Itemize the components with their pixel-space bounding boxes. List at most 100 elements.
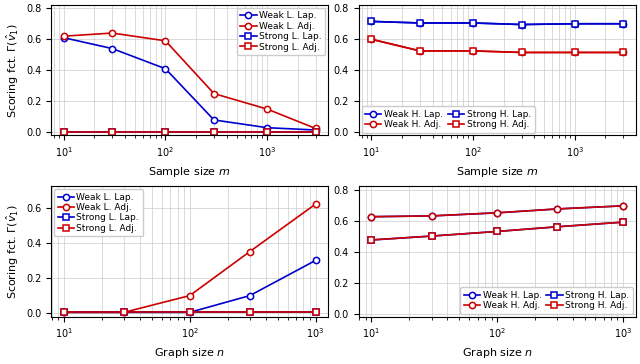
Legend: Weak H. Lap., Weak H. Adj., Strong H. Lap., Strong H. Adj.: Weak H. Lap., Weak H. Adj., Strong H. La…: [460, 288, 633, 314]
Weak H. Adj.: [416, 49, 424, 53]
Weak L. Adj.: [162, 39, 170, 43]
Strong H. Adj.: [620, 220, 627, 224]
Strong H. Adj.: [428, 234, 435, 238]
Strong L. Adj.: [162, 129, 170, 134]
Weak H. Lap.: [367, 214, 375, 219]
Weak L. Lap.: [312, 258, 319, 262]
Strong H. Adj.: [416, 49, 424, 53]
Weak L. Lap.: [312, 128, 319, 132]
Weak L. Lap.: [186, 310, 193, 314]
Line: Strong H. Lap.: Strong H. Lap.: [368, 219, 627, 243]
Line: Weak H. Adj.: Weak H. Adj.: [368, 36, 627, 56]
Strong L. Lap.: [312, 310, 319, 314]
X-axis label: Graph size $n$: Graph size $n$: [462, 346, 533, 360]
Line: Weak L. Lap.: Weak L. Lap.: [61, 257, 319, 316]
Weak L. Lap.: [120, 310, 128, 314]
Line: Weak L. Adj.: Weak L. Adj.: [61, 201, 319, 316]
Strong H. Lap.: [367, 19, 375, 24]
Strong H. Lap.: [518, 22, 525, 27]
Line: Strong L. Adj.: Strong L. Adj.: [61, 128, 319, 135]
Legend: Weak L. Lap., Weak L. Adj., Strong L. Lap., Strong L. Adj.: Weak L. Lap., Weak L. Adj., Strong L. La…: [54, 189, 143, 237]
Strong H. Lap.: [493, 229, 501, 234]
Weak L. Lap.: [210, 118, 218, 122]
Weak H. Lap.: [554, 207, 561, 211]
Weak L. Lap.: [162, 67, 170, 71]
Line: Weak H. Lap.: Weak H. Lap.: [368, 203, 627, 220]
Weak H. Adj.: [518, 50, 525, 55]
Weak H. Lap.: [469, 21, 477, 25]
Line: Strong L. Lap.: Strong L. Lap.: [61, 309, 319, 316]
Line: Weak L. Adj.: Weak L. Adj.: [61, 30, 319, 132]
Strong H. Adj.: [554, 225, 561, 229]
Weak H. Lap.: [493, 211, 501, 215]
Y-axis label: Scoring fct. $\Gamma(\hat{v}_1)$: Scoring fct. $\Gamma(\hat{v}_1)$: [4, 23, 20, 118]
Line: Weak H. Adj.: Weak H. Adj.: [368, 203, 627, 220]
Weak H. Adj.: [493, 211, 501, 215]
Strong H. Adj.: [493, 229, 501, 234]
Strong L. Adj.: [120, 310, 128, 314]
Weak H. Lap.: [518, 22, 525, 27]
Strong H. Lap.: [620, 220, 627, 224]
X-axis label: Sample size $m$: Sample size $m$: [456, 165, 538, 178]
Weak L. Adj.: [263, 107, 271, 111]
Weak H. Lap.: [571, 21, 579, 26]
Strong L. Lap.: [246, 310, 253, 314]
Strong H. Adj.: [367, 238, 375, 242]
Strong H. Lap.: [428, 234, 435, 238]
Weak L. Adj.: [312, 126, 319, 131]
Weak H. Adj.: [554, 207, 561, 211]
Weak H. Lap.: [416, 21, 424, 25]
Strong H. Lap.: [620, 21, 627, 26]
Strong L. Lap.: [120, 310, 128, 314]
Strong H. Lap.: [571, 21, 579, 26]
Weak L. Lap.: [246, 293, 253, 298]
Strong L. Lap.: [263, 129, 271, 134]
Strong L. Lap.: [210, 129, 218, 134]
Legend: Weak H. Lap., Weak H. Adj., Strong H. Lap., Strong H. Adj.: Weak H. Lap., Weak H. Adj., Strong H. La…: [362, 106, 534, 133]
Strong L. Lap.: [312, 129, 319, 134]
Weak H. Adj.: [620, 203, 627, 208]
Strong L. Lap.: [162, 129, 170, 134]
Strong L. Adj.: [246, 310, 253, 314]
Line: Strong H. Adj.: Strong H. Adj.: [368, 36, 627, 56]
Weak H. Lap.: [620, 203, 627, 208]
Weak L. Adj.: [246, 249, 253, 254]
Strong H. Lap.: [554, 225, 561, 229]
Weak H. Lap.: [428, 214, 435, 218]
Line: Weak L. Lap.: Weak L. Lap.: [61, 35, 319, 133]
Line: Strong L. Adj.: Strong L. Adj.: [61, 309, 319, 316]
Weak L. Lap.: [108, 46, 116, 51]
Strong L. Adj.: [186, 310, 193, 314]
Weak L. Adj.: [60, 34, 68, 38]
Weak H. Adj.: [367, 37, 375, 41]
Line: Strong H. Lap.: Strong H. Lap.: [368, 18, 627, 28]
Weak L. Adj.: [60, 310, 68, 314]
Strong H. Adj.: [620, 50, 627, 55]
Strong L. Adj.: [60, 129, 68, 134]
Weak L. Adj.: [186, 293, 193, 298]
Strong L. Adj.: [263, 129, 271, 134]
Weak H. Adj.: [428, 214, 435, 218]
Weak H. Adj.: [469, 49, 477, 53]
Strong L. Lap.: [186, 310, 193, 314]
Weak H. Adj.: [620, 50, 627, 55]
Strong L. Adj.: [108, 129, 116, 134]
Weak H. Adj.: [571, 50, 579, 55]
X-axis label: Sample size $m$: Sample size $m$: [148, 165, 231, 178]
Strong L. Lap.: [108, 129, 116, 134]
Legend: Weak L. Lap., Weak L. Adj., Strong L. Lap., Strong L. Adj.: Weak L. Lap., Weak L. Adj., Strong L. La…: [237, 8, 326, 55]
Strong H. Adj.: [571, 50, 579, 55]
Strong H. Lap.: [416, 21, 424, 25]
Line: Strong L. Lap.: Strong L. Lap.: [61, 128, 319, 135]
Strong H. Lap.: [367, 238, 375, 242]
Strong H. Adj.: [469, 49, 477, 53]
Y-axis label: Scoring fct. $\Gamma(\hat{v}_1)$: Scoring fct. $\Gamma(\hat{v}_1)$: [4, 204, 20, 299]
Weak L. Lap.: [60, 36, 68, 40]
Weak L. Adj.: [312, 202, 319, 206]
Weak L. Lap.: [263, 126, 271, 130]
Strong H. Adj.: [518, 50, 525, 55]
Strong H. Adj.: [367, 37, 375, 41]
Weak H. Adj.: [367, 214, 375, 219]
Strong L. Adj.: [312, 129, 319, 134]
Strong L. Adj.: [210, 129, 218, 134]
